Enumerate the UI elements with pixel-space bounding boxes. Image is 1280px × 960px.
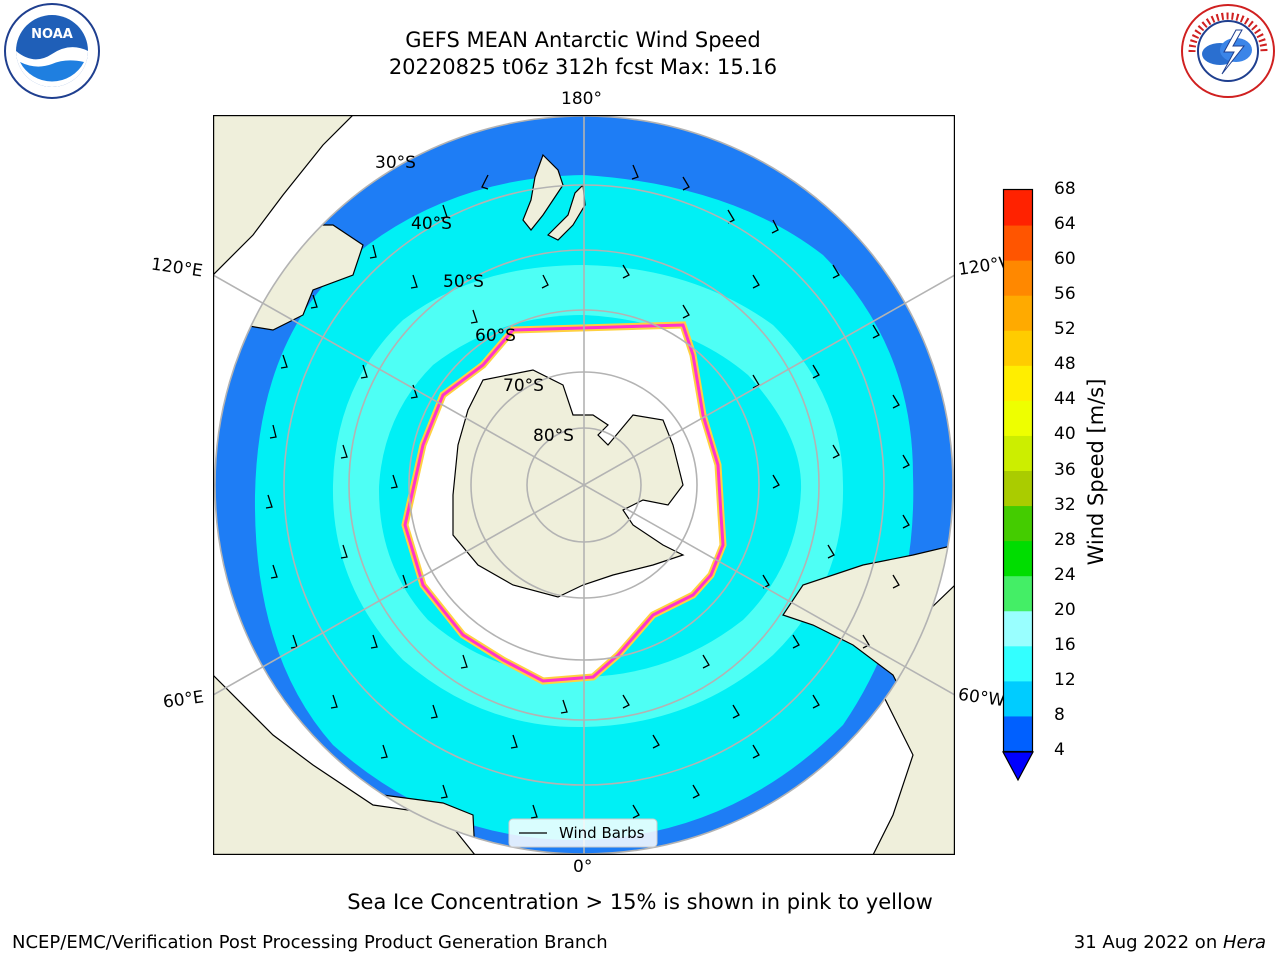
colorbar-tick-label: 28: [1054, 529, 1076, 550]
colorbar-tick-label: 68: [1054, 179, 1076, 199]
noaa-logo-text: NOAA: [31, 27, 73, 42]
sea-ice-caption: Sea Ice Concentration > 15% is shown in …: [347, 890, 933, 914]
land-newzealand: [522, 153, 564, 231]
legend-label: Wind Barbs: [559, 824, 645, 842]
map-frame: [213, 115, 955, 855]
wind-barbs: [265, 164, 910, 819]
lon-label-0: 0°: [573, 857, 593, 877]
land-antarctica: [452, 369, 685, 598]
colorbar-frame: [1002, 188, 1034, 753]
colorbar-block: [1004, 540, 1032, 577]
latitude-labels: 30°S 40°S 50°S 60°S 70°S 80°S: [375, 153, 574, 446]
lat-label-80s: 80°S: [533, 426, 574, 446]
chart-title: GEFS MEAN Antarctic Wind Speed: [405, 28, 761, 52]
colorbar-label: Wind Speed [m/s]: [1084, 378, 1108, 566]
colorbar: [1001, 188, 1035, 782]
colorbar-tick-label: 36: [1054, 459, 1076, 480]
nws-logo-icon: [1181, 4, 1275, 98]
footer-host: Hera: [1222, 932, 1266, 953]
lat-label-50s: 50°S: [443, 272, 484, 292]
lon-label-120e: 120°E: [149, 254, 204, 282]
colorbar-tick-label: 32: [1054, 494, 1076, 515]
colorbar-block: [1004, 190, 1032, 226]
colorbar-tick-label: 40: [1054, 424, 1076, 445]
colorbar-block: [1004, 680, 1032, 717]
polar-map: 30°S 40°S 50°S 60°S 70°S 80°S Wind Barbs: [213, 115, 955, 855]
colorbar-tick-label: 24: [1054, 564, 1076, 585]
land-australia-corner: [213, 115, 354, 276]
map-legend: Wind Barbs: [508, 818, 658, 848]
colorbar-tick-label: 12: [1054, 669, 1076, 690]
colorbar-tick-label: 52: [1054, 319, 1076, 340]
colorbar-under-arrow: [1001, 751, 1035, 782]
colorbar-block: [1004, 330, 1032, 366]
colorbar-block: [1004, 470, 1032, 507]
colorbar-blocks: [1004, 190, 1032, 752]
colorbar-block: [1004, 365, 1032, 401]
colorbar-block: [1004, 400, 1032, 436]
lat-label-70s: 70°S: [503, 376, 544, 396]
colorbar-tick-label: 16: [1054, 634, 1076, 655]
colorbar-block: [1004, 715, 1032, 752]
lat-label-30s: 30°S: [375, 153, 416, 173]
colorbar-block: [1004, 435, 1032, 471]
footer-date-text: 31 Aug 2022 on: [1073, 932, 1223, 953]
chart-subtitle: 20220825 t06z 312h fcst Max: 15.16: [388, 55, 778, 79]
colorbar-tick-label: 4: [1054, 740, 1065, 760]
lon-label-60w: 60°W: [956, 684, 1007, 712]
colorbar-block: [1004, 645, 1032, 682]
colorbar-tick-label: 60: [1054, 249, 1076, 270]
colorbar-block: [1004, 225, 1032, 261]
colorbar-tick-label: 56: [1054, 284, 1076, 305]
lon-label-60e: 60°E: [161, 687, 206, 713]
colorbar-block: [1004, 505, 1032, 542]
lat-label-40s: 40°S: [411, 214, 452, 234]
colorbar-block: [1004, 295, 1032, 331]
lat-label-60s: 60°S: [475, 326, 516, 346]
colorbar-block: [1004, 260, 1032, 296]
footer-branch: NCEP/EMC/Verification Post Processing Pr…: [12, 932, 608, 953]
colorbar-tick-label: 48: [1054, 354, 1076, 375]
sea-ice-edge: [403, 323, 725, 683]
colorbar-tick-label: 20: [1054, 599, 1076, 620]
lon-label-180: 180°: [561, 89, 602, 109]
colorbar-block: [1004, 610, 1032, 647]
noaa-logo-icon: NOAA: [4, 3, 100, 99]
colorbar-block: [1004, 575, 1032, 612]
footer-date: 31 Aug 2022 on Hera: [1074, 932, 1266, 953]
colorbar-tick-label: 44: [1054, 389, 1076, 410]
colorbar-tick-label: 64: [1054, 214, 1076, 235]
colorbar-tick-label: 8: [1054, 704, 1065, 725]
